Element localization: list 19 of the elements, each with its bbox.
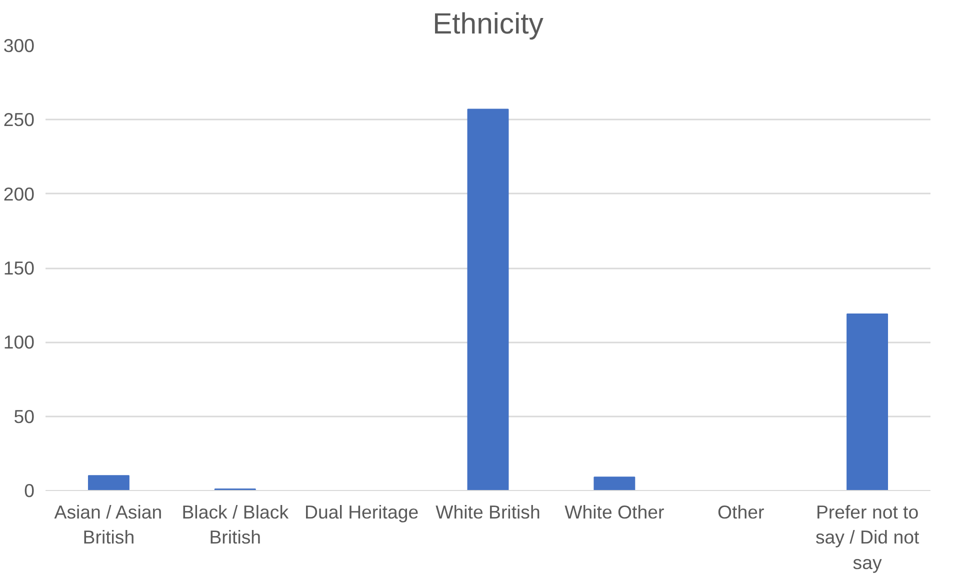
x-tick-label: Dual Heritage <box>304 502 419 522</box>
y-tick-label: 300 <box>3 35 35 56</box>
bar <box>594 476 636 490</box>
bar <box>846 313 888 490</box>
bar <box>88 475 130 490</box>
x-tick-label: Prefer not to say / Did not say <box>815 502 920 573</box>
x-tick-label: White British <box>436 502 540 522</box>
chart-title: Ethnicity <box>432 8 544 40</box>
x-tick-label: Black / Black British <box>182 502 290 548</box>
x-tick-label: Asian / Asian British <box>54 502 162 548</box>
y-tick-label: 50 <box>14 406 35 427</box>
y-tick-label: 250 <box>3 109 35 130</box>
x-tick-label: White Other <box>564 502 664 522</box>
bar <box>467 108 509 490</box>
y-tick-label: 100 <box>3 332 35 353</box>
y-tick-label: 200 <box>3 183 35 204</box>
y-tick-label: 150 <box>3 258 35 278</box>
x-tick-label: Other <box>718 502 764 522</box>
y-tick-label: 0 <box>24 480 35 501</box>
